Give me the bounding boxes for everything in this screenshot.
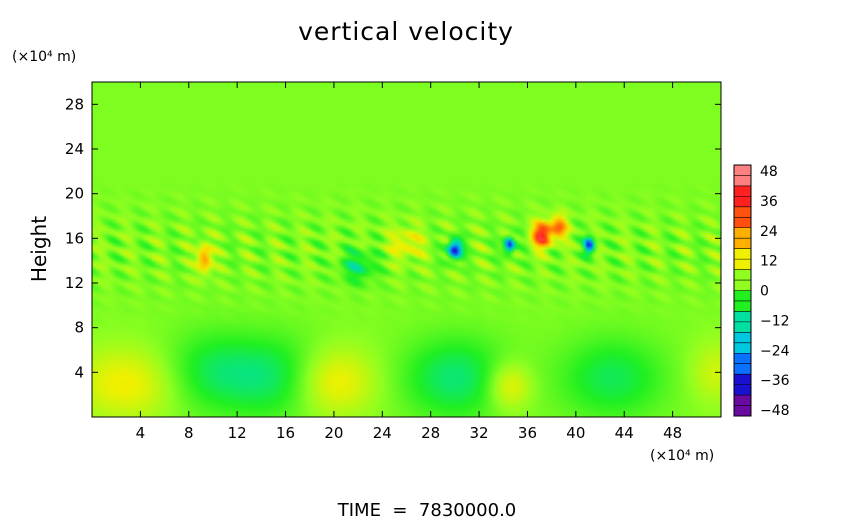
y-unit-label: (×10⁴ m) <box>12 49 76 65</box>
x-tick-label: 48 <box>663 424 682 442</box>
x-tick-label: 28 <box>421 424 440 442</box>
colorbar-tick-label: −48 <box>760 403 790 419</box>
colorbar-tick-label: 36 <box>760 194 778 210</box>
y-tick-label: 20 <box>65 185 84 203</box>
x-tick-label: 12 <box>228 424 247 442</box>
x-tick-label: 36 <box>518 424 537 442</box>
x-tick-label: 4 <box>136 424 146 442</box>
x-tick-label: 8 <box>184 424 194 442</box>
y-tick-label: 8 <box>74 319 84 337</box>
x-tick-label: 44 <box>615 424 634 442</box>
y-tick-label: 24 <box>65 140 84 158</box>
x-axis-ticks: 4 8 12 16 20 24 28 32 36 40 44 48 <box>136 82 682 442</box>
x-tick-label: 40 <box>566 424 585 442</box>
y-axis-label: Height <box>27 216 51 282</box>
colorbar-tick-label: 0 <box>760 284 769 300</box>
x-tick-label: 16 <box>276 424 295 442</box>
colorbar-tick-label: 12 <box>760 254 778 270</box>
x-tick-label: 20 <box>324 424 343 442</box>
x-tick-label: 32 <box>470 424 489 442</box>
colorbar: 48 36 24 12 0 −12 −24 −36 −48 <box>733 164 790 419</box>
y-axis-ticks: 4 8 12 16 20 24 28 <box>65 95 721 381</box>
colorbar-tick-label: −24 <box>760 343 790 359</box>
colorbar-frame <box>733 164 752 417</box>
colorbar-tick-label: 24 <box>760 224 778 240</box>
colorbar-tick-label: 48 <box>760 164 778 180</box>
chart-title: vertical velocity <box>298 17 514 46</box>
y-tick-label: 4 <box>74 363 84 381</box>
x-unit-label: (×10⁴ m) <box>650 448 714 464</box>
time-footer: TIME = 7830000.0 <box>337 500 517 519</box>
colorbar-tick-label: −12 <box>760 313 790 329</box>
y-tick-label: 16 <box>65 229 84 247</box>
y-tick-label: 28 <box>65 95 84 113</box>
x-tick-label: 24 <box>373 424 392 442</box>
plot-frame <box>91 81 722 418</box>
plot-area <box>91 81 722 418</box>
y-tick-label: 12 <box>65 274 84 292</box>
colorbar-tick-label: −36 <box>760 373 790 389</box>
heatmap-field <box>92 82 721 417</box>
